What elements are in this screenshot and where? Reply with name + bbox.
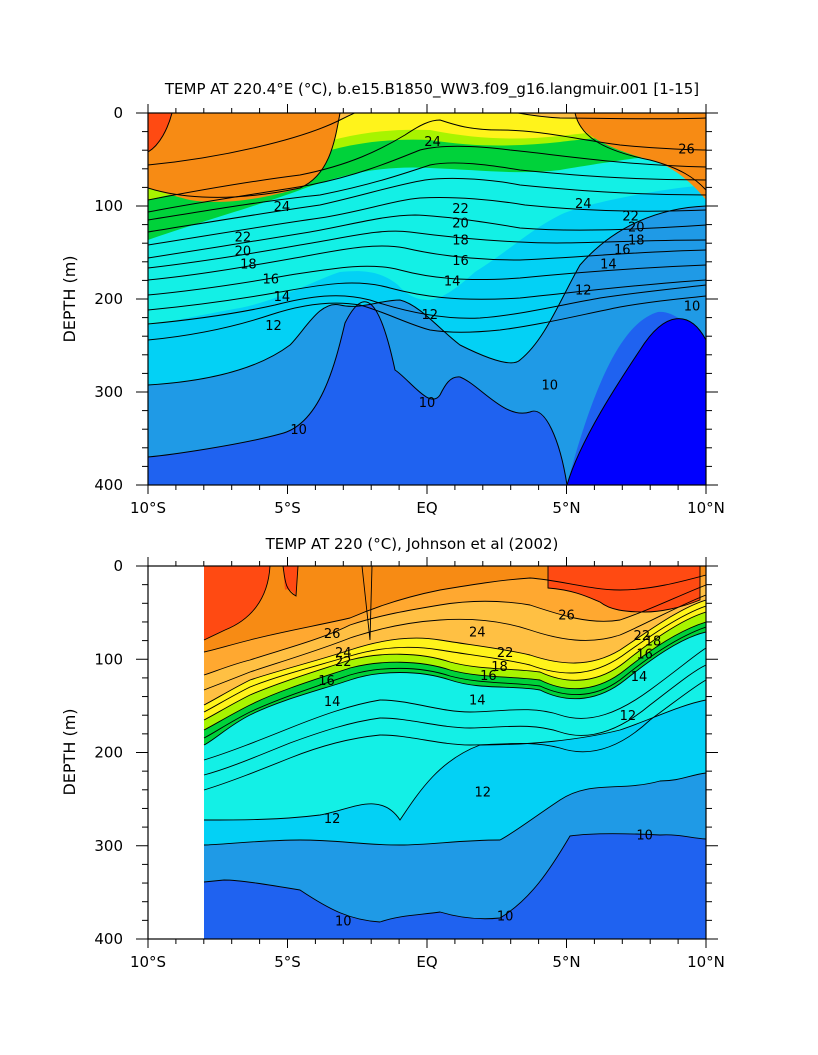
x-tick-label: 10°S — [130, 953, 166, 971]
contour-label: 16 — [318, 674, 335, 689]
contour-label: 14 — [274, 290, 291, 305]
contour-label: 14 — [469, 693, 486, 708]
contour-label: 10 — [290, 423, 307, 438]
contour-label: 24 — [424, 135, 441, 150]
x-tick-label: 5°N — [552, 499, 580, 517]
x-tick-label: 5°S — [274, 499, 301, 517]
contour-label: 16 — [614, 243, 631, 258]
y-tick-label: 100 — [94, 650, 123, 668]
x-tick-label: 10°N — [687, 953, 725, 971]
contour-label: 12 — [265, 319, 282, 334]
contour-label: 22 — [497, 646, 514, 661]
contour-label: 22 — [335, 655, 352, 670]
obs-y-axis: DEPTH (m) 0 100 200 300 400 — [60, 557, 718, 948]
contour-label: 24 — [335, 646, 352, 661]
contour-label: 18 — [645, 635, 662, 650]
model-y-axis: DEPTH (m) 0 100 200 300 400 — [60, 104, 718, 494]
contour-label: 26 — [678, 142, 695, 157]
contour-label: 10 — [497, 910, 514, 925]
y-tick-label: 400 — [94, 476, 123, 494]
y-tick-label: 200 — [94, 290, 123, 308]
contour-label: 24 — [274, 200, 291, 215]
obs-contour-fill — [203, 566, 706, 939]
model-panel: TEMP AT 220.4°E (°C), b.e15.B1850_WW3.f0… — [60, 80, 725, 517]
contour-label: 26 — [558, 608, 575, 623]
contour-label: 12 — [575, 284, 592, 299]
fill-26-28-left — [148, 113, 340, 202]
x-tick-label: EQ — [416, 953, 437, 971]
y-tick-label: 100 — [94, 197, 123, 215]
x-tick-label: 10°N — [687, 499, 725, 517]
contour-label: 14 — [631, 670, 648, 685]
contour-label: 14 — [444, 274, 461, 289]
contour-label: 26 — [324, 627, 341, 642]
y-tick-label: 300 — [94, 837, 123, 855]
fill-gt28-mid — [283, 566, 298, 596]
contour-label: 22 — [235, 231, 252, 246]
fill-26-28-right — [575, 113, 706, 200]
y-tick-label: 400 — [94, 930, 123, 948]
contour-label: 16 — [452, 254, 469, 269]
contour-label: 18 — [628, 233, 645, 248]
contour-label: 20 — [235, 245, 252, 260]
model-contour-fill — [148, 113, 706, 485]
contour-label: 12 — [475, 786, 492, 801]
contour-label: 12 — [422, 308, 439, 323]
contour-label: 24 — [469, 625, 486, 640]
y-tick-label: 200 — [94, 744, 123, 762]
contour-label: 18 — [240, 258, 257, 273]
contour-label: 10 — [335, 914, 352, 929]
fill-gt28 — [148, 113, 172, 152]
contour-label: 22 — [452, 202, 469, 217]
contour-label: 18 — [452, 233, 469, 248]
fill-gt28-right — [548, 566, 700, 612]
obs-contour-lines — [203, 566, 706, 923]
x-tick-label: 5°N — [552, 953, 580, 971]
x-tick-label: 10°S — [130, 499, 166, 517]
contour-label: 14 — [324, 695, 341, 710]
y-tick-label: 0 — [113, 104, 123, 122]
contour-label: 16 — [636, 648, 653, 663]
y-tick-label: 300 — [94, 383, 123, 401]
obs-x-axis: 10°S 5°S EQ 5°N 10°N — [130, 557, 725, 971]
contour-label: 10 — [684, 300, 701, 315]
contour-label: 22 — [622, 209, 639, 224]
model-x-axis: 10°S 5°S EQ 5°N 10°N — [130, 104, 725, 517]
contour-label: 10 — [636, 829, 653, 844]
fill-gt28-left — [204, 566, 270, 640]
contour-label: 16 — [480, 669, 497, 684]
y-tick-label: 0 — [113, 557, 123, 575]
contour-label: 20 — [452, 217, 469, 232]
contour-label: 16 — [262, 273, 279, 288]
contour-label: 20 — [628, 220, 645, 235]
obs-panel-title: TEMP AT 220 (°C), Johnson et al (2002) — [265, 535, 559, 553]
contour-label: 14 — [600, 258, 617, 273]
contour-label: 24 — [575, 197, 592, 212]
contour-label: 22 — [634, 629, 651, 644]
fill-26-28 — [204, 566, 706, 652]
contour-label: 18 — [491, 660, 508, 675]
contour-label: 12 — [620, 709, 637, 724]
contour-label: 10 — [419, 396, 436, 411]
obs-y-axis-label: DEPTH (m) — [60, 708, 79, 795]
obs-panel: TEMP AT 220 (°C), Johnson et al (2002) — [60, 535, 725, 971]
contour-label: 12 — [324, 812, 341, 827]
x-tick-label: 5°S — [274, 953, 301, 971]
contour-label: 10 — [541, 379, 558, 394]
model-panel-title: TEMP AT 220.4°E (°C), b.e15.B1850_WW3.f0… — [164, 80, 699, 99]
model-contour-lines — [148, 113, 706, 485]
fill-lt8 — [567, 318, 706, 485]
x-tick-label: EQ — [416, 499, 437, 517]
model-y-axis-label: DEPTH (m) — [60, 255, 79, 342]
